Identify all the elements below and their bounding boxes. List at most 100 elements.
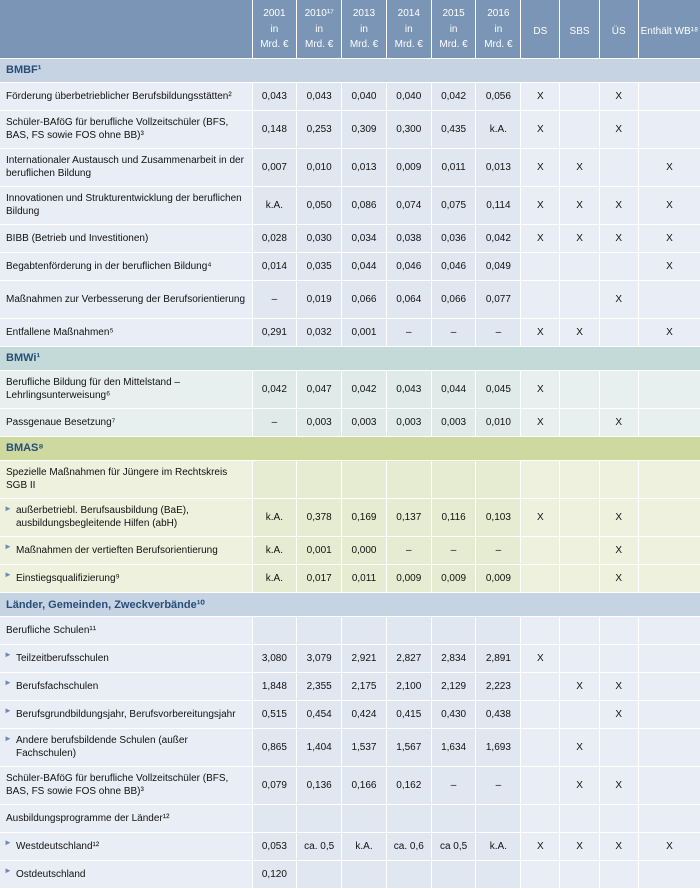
table-row: Berufsgrundbildungsjahr, Berufsvorbereit…: [0, 700, 700, 728]
cell-value: 0,042: [252, 370, 297, 408]
cell-value: 0,309: [342, 110, 387, 148]
table-row: Maßnahmen der vertieften Berufsorientier…: [0, 536, 700, 564]
row-label: Ausbildungsprogramme der Länder¹²: [0, 804, 252, 832]
cell-flag: [560, 408, 599, 436]
cell-value: 0,010: [297, 148, 342, 186]
table-row: Berufliche Bildung für den Mittelstand –…: [0, 370, 700, 408]
cell-value: 0,042: [476, 224, 521, 252]
cell-value: 0,415: [386, 700, 431, 728]
cell-flag: [599, 318, 638, 346]
cell-value: k.A.: [342, 832, 387, 860]
cell-value: 0,103: [476, 498, 521, 536]
cell-value: –: [476, 536, 521, 564]
header-unit-5: Mrd. €: [476, 38, 521, 58]
table-row: Begabtenförderung in der beruflichen Bil…: [0, 252, 700, 280]
cell-flag: [599, 616, 638, 644]
cell-value: 0,079: [252, 766, 297, 804]
cell-value: 0,009: [476, 564, 521, 592]
row-label: Passgenaue Besetzung⁷: [0, 408, 252, 436]
cell-flag: [560, 860, 599, 888]
cell-value: 2,223: [476, 672, 521, 700]
cell-value: 0,148: [252, 110, 297, 148]
cell-flag: X: [638, 224, 700, 252]
cell-value: 0,053: [252, 832, 297, 860]
cell-value: 0,865: [252, 728, 297, 766]
cell-value: –: [386, 318, 431, 346]
cell-value: k.A.: [252, 564, 297, 592]
cell-flag: X: [599, 82, 638, 110]
cell-flag: [521, 700, 560, 728]
cell-value: 0,056: [476, 82, 521, 110]
cell-flag: [638, 110, 700, 148]
cell-flag: X: [638, 186, 700, 224]
header-unit-2: Mrd. €: [342, 38, 387, 58]
cell-flag: [560, 82, 599, 110]
cell-flag: [638, 804, 700, 832]
header-unit-3: Mrd. €: [386, 38, 431, 58]
cell-value: ca 0,5: [431, 832, 476, 860]
cell-value: [342, 616, 387, 644]
cell-flag: [560, 536, 599, 564]
cell-flag: [521, 728, 560, 766]
table-row: Ostdeutschland0,120: [0, 860, 700, 888]
cell-value: 0,009: [386, 564, 431, 592]
cell-value: –: [476, 766, 521, 804]
cell-value: 0,038: [386, 224, 431, 252]
cell-value: 0,430: [431, 700, 476, 728]
cell-flag: X: [521, 644, 560, 672]
cell-value: [476, 804, 521, 832]
cell-value: [386, 616, 431, 644]
row-label: Berufliche Schulen¹¹: [0, 616, 252, 644]
cell-flag: [521, 804, 560, 832]
table-row: Einstiegsqualifizierung⁹k.A.0,0170,0110,…: [0, 564, 700, 592]
cell-value: 0,045: [476, 370, 521, 408]
cell-value: 1,634: [431, 728, 476, 766]
cell-value: 3,079: [297, 644, 342, 672]
cell-flag: [560, 460, 599, 498]
cell-flag: [521, 860, 560, 888]
cell-flag: X: [599, 186, 638, 224]
cell-flag: [638, 536, 700, 564]
cell-value: 0,034: [342, 224, 387, 252]
cell-flag: X: [638, 318, 700, 346]
cell-value: ca. 0,6: [386, 832, 431, 860]
cell-flag: [521, 536, 560, 564]
cell-value: 0,046: [431, 252, 476, 280]
cell-flag: [638, 498, 700, 536]
cell-flag: X: [599, 672, 638, 700]
section-title: Länder, Gemeinden, Zweckverbände¹⁰: [0, 592, 700, 616]
cell-flag: [638, 82, 700, 110]
cell-value: k.A.: [476, 832, 521, 860]
cell-value: 0,043: [297, 82, 342, 110]
cell-value: 0,028: [252, 224, 297, 252]
cell-flag: X: [521, 224, 560, 252]
cell-value: 0,011: [431, 148, 476, 186]
header-unit-top-1: in: [297, 20, 342, 38]
row-label: BIBB (Betrieb und Investitionen): [0, 224, 252, 252]
table-row: außerbetriebl. Berufsausbildung (BaE), a…: [0, 498, 700, 536]
row-label: Ostdeutschland: [0, 860, 252, 888]
row-label: außerbetriebl. Berufsausbildung (BaE), a…: [0, 498, 252, 536]
cell-value: 0,000: [342, 536, 387, 564]
row-label: Berufliche Bildung für den Mittelstand –…: [0, 370, 252, 408]
data-table: 2001 2010¹⁷ 2013 2014 2015 2016 DS SBS Ü…: [0, 0, 700, 889]
cell-flag: X: [599, 700, 638, 728]
cell-value: [252, 616, 297, 644]
cell-value: 0,291: [252, 318, 297, 346]
cell-flag: X: [560, 224, 599, 252]
table-row: Schüler-BAföG für berufliche Vollzeitsch…: [0, 110, 700, 148]
cell-flag: X: [521, 82, 560, 110]
cell-value: –: [431, 766, 476, 804]
cell-flag: [560, 644, 599, 672]
cell-flag: X: [638, 252, 700, 280]
cell-value: [297, 616, 342, 644]
cell-value: 2,891: [476, 644, 521, 672]
cell-flag: [521, 280, 560, 318]
cell-value: 0,438: [476, 700, 521, 728]
cell-value: 1,404: [297, 728, 342, 766]
cell-flag: [560, 280, 599, 318]
row-label: Entfallene Maßnahmen⁵: [0, 318, 252, 346]
cell-value: –: [431, 318, 476, 346]
cell-value: 2,834: [431, 644, 476, 672]
cell-value: 0,009: [386, 148, 431, 186]
